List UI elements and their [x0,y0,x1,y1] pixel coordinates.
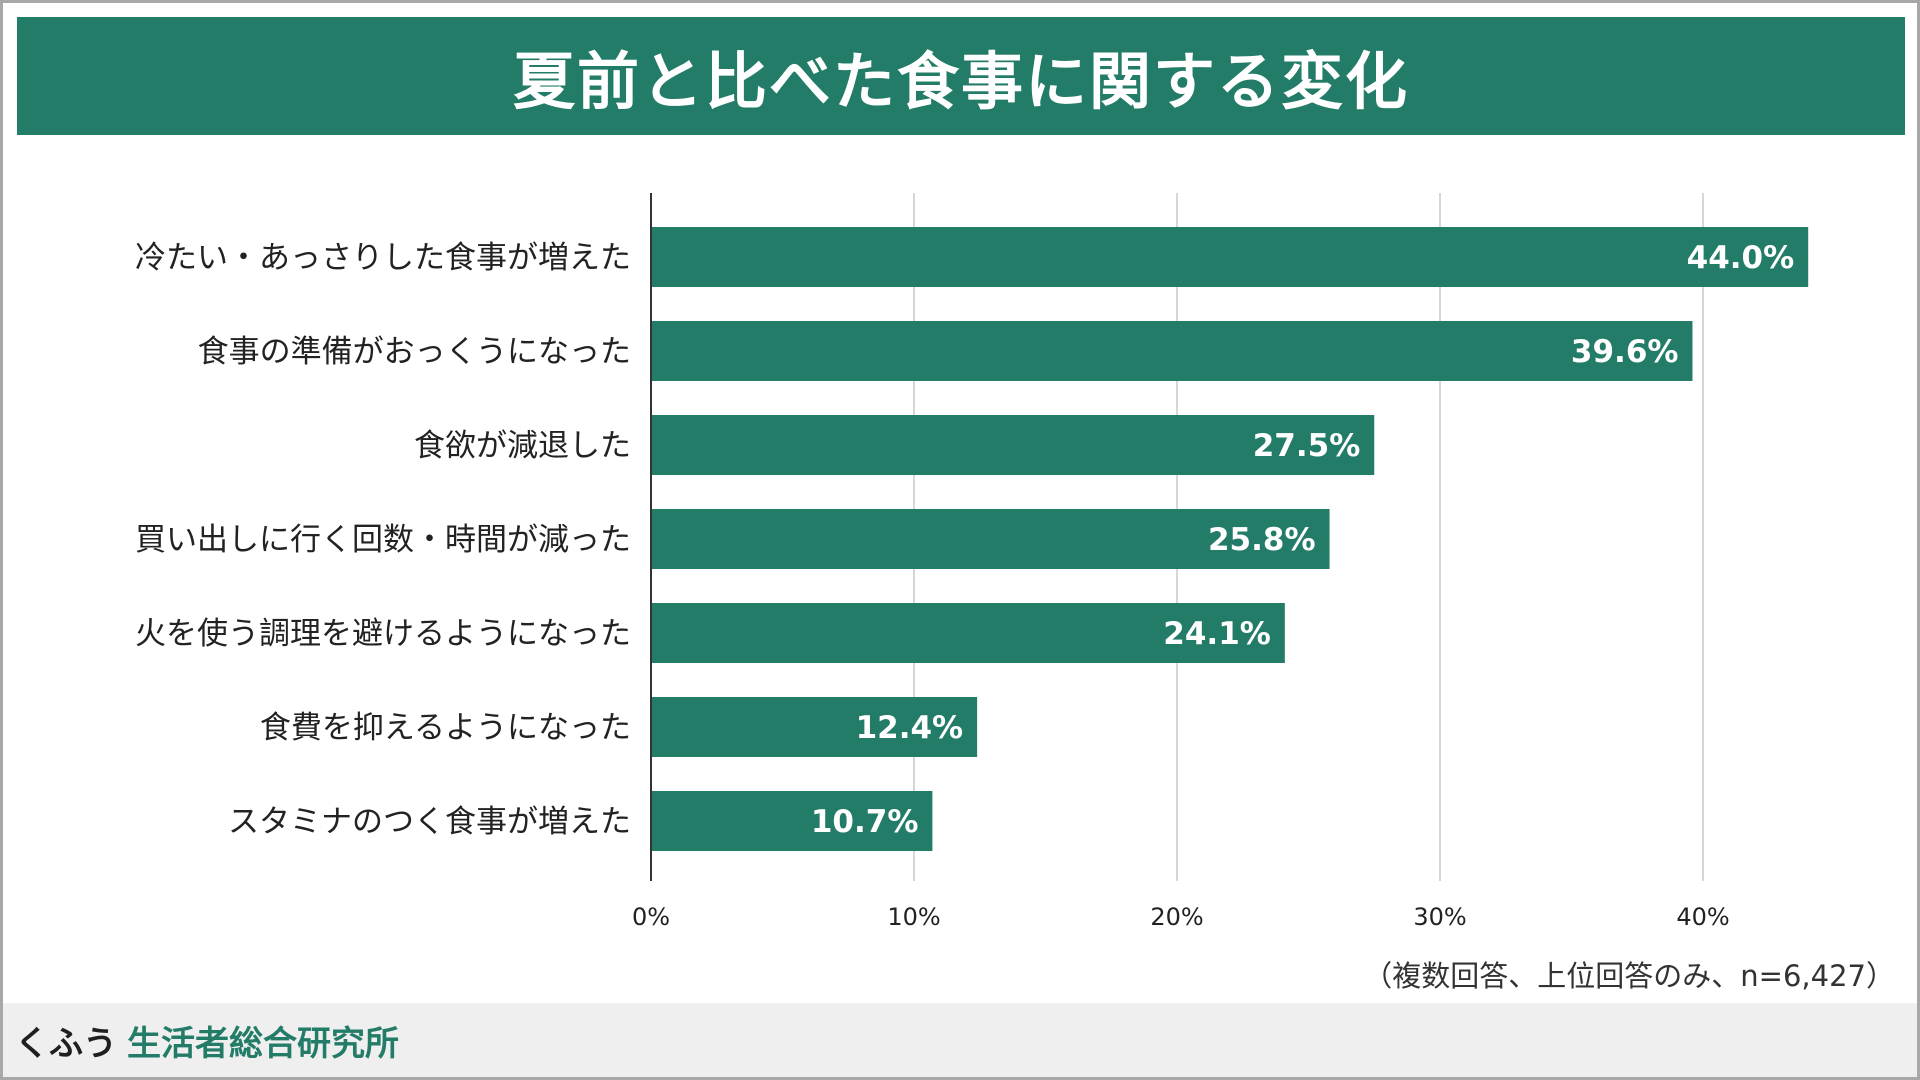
bars: 44.0% 39.6% 27.5% 25.8% 24.1% 12.4% 10.7% [651,227,1809,851]
footer: くふう 生活者総合研究所 [3,1003,1917,1077]
category-label: 火を使う調理を避けるようになった [135,616,631,652]
bar-value-label: 24.1% [1163,616,1271,652]
x-tick-label: 40% [1676,903,1729,931]
bar-value-label: 27.5% [1253,428,1361,464]
chart-title: 夏前と比べた食事に関する変化 [512,45,1409,118]
category-label: 食欲が減退した [414,428,631,464]
x-axis-ticks: 0% 10% 20% 30% 40% [632,903,1730,931]
bar-value-label: 10.7% [811,804,919,840]
category-label: スタミナのつく食事が増えた [228,804,631,840]
x-tick-label: 0% [632,903,670,931]
bar [651,415,1375,475]
bar [651,603,1285,663]
bar-value-label: 25.8% [1208,522,1316,558]
bar-chart: 44.0% 39.6% 27.5% 25.8% 24.1% 12.4% 10.7% 冷たい・… [135,193,1809,931]
category-label: 買い出しに行く回数・時間が減った [135,522,631,558]
footer-brand-logo: くふう [15,1023,117,1064]
x-tick-label: 10% [887,903,940,931]
category-label: 食費を抑えるようになった [260,710,631,746]
bar [651,227,1809,287]
sample-note: （複数回答、上位回答のみ、n=6,427） [1363,959,1895,993]
x-tick-label: 20% [1150,903,1203,931]
bar-value-label: 39.6% [1571,334,1679,370]
footer-org-name: 生活者総合研究所 [127,1023,399,1064]
bar [651,697,978,757]
bar-value-label: 12.4% [856,710,964,746]
category-labels: 冷たい・あっさりした食事が増えた食事の準備がおっくうになった食欲が減退した買い出… [135,240,631,840]
category-label: 冷たい・あっさりした食事が増えた [135,240,631,276]
bar [651,509,1330,569]
title-bar: 夏前と比べた食事に関する変化 [17,17,1905,135]
bar [651,321,1693,381]
bar-value-label: 44.0% [1687,240,1795,276]
x-tick-label: 30% [1413,903,1466,931]
bar [651,791,933,851]
category-label: 食事の準備がおっくうになった [198,334,631,370]
